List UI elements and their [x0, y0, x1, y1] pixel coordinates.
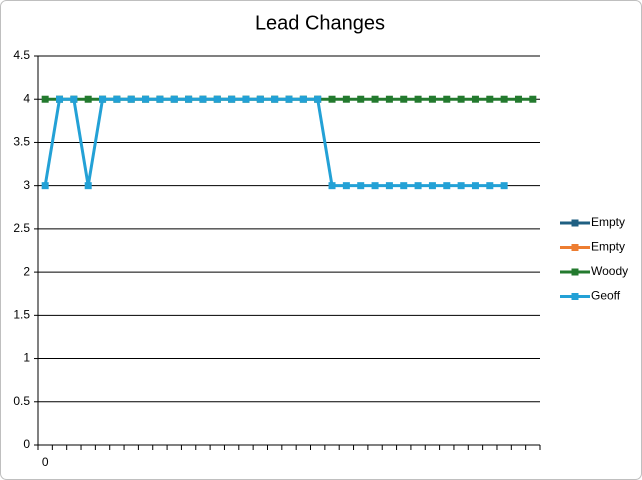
- legend-marker: [571, 219, 579, 227]
- series-marker: [156, 95, 164, 103]
- series-marker: [314, 95, 322, 103]
- series-marker: [185, 95, 193, 103]
- series-marker: [342, 182, 350, 190]
- legend-label: Empty: [591, 240, 625, 254]
- series-marker: [443, 182, 451, 190]
- legend-marker: [571, 244, 579, 251]
- legend-label: Empty: [591, 215, 625, 229]
- series-marker: [428, 95, 436, 103]
- y-tick-label: 2.5: [13, 221, 30, 235]
- series-marker: [486, 95, 494, 103]
- series-marker: [70, 95, 78, 103]
- legend-label: Geoff: [591, 289, 621, 303]
- series-marker: [443, 95, 451, 103]
- y-tick-label: 0: [23, 437, 30, 451]
- y-tick-label: 0.5: [13, 394, 30, 408]
- series-marker: [299, 95, 307, 103]
- series-marker: [500, 95, 508, 103]
- series-marker: [228, 95, 236, 103]
- series-marker: [385, 182, 393, 190]
- y-tick-label: 1: [23, 351, 30, 365]
- series-marker: [357, 182, 365, 190]
- series-marker: [400, 182, 408, 190]
- series-marker: [242, 95, 250, 103]
- series-marker: [213, 95, 221, 103]
- series-marker: [486, 182, 494, 190]
- y-tick-label: 4.5: [13, 48, 30, 62]
- y-tick-label: 2: [23, 264, 30, 278]
- series-marker: [41, 95, 49, 103]
- y-tick-label: 3: [23, 178, 30, 192]
- chart-title: Lead Changes: [255, 12, 385, 34]
- y-tick-label: 1.5: [13, 308, 30, 322]
- series-marker: [471, 182, 479, 190]
- series-marker: [529, 95, 537, 103]
- series-marker: [84, 182, 92, 190]
- series-marker: [342, 95, 350, 103]
- series-marker: [127, 95, 135, 103]
- series-marker: [256, 95, 264, 103]
- series-marker: [142, 95, 150, 103]
- series-marker: [328, 95, 336, 103]
- y-tick-label: 4: [23, 91, 30, 105]
- series-marker: [414, 95, 422, 103]
- y-tick-label: 3.5: [13, 135, 30, 149]
- series-marker: [99, 95, 107, 103]
- series-marker: [428, 182, 436, 190]
- series-marker: [457, 95, 465, 103]
- series-marker: [170, 95, 178, 103]
- series-marker: [371, 182, 379, 190]
- series-marker: [328, 182, 336, 190]
- series-marker: [357, 95, 365, 103]
- series-marker: [385, 95, 393, 103]
- series-marker: [400, 95, 408, 103]
- legend-marker: [571, 268, 579, 276]
- series-marker: [113, 95, 121, 103]
- legend-label: Woody: [591, 264, 628, 278]
- series-marker: [371, 95, 379, 103]
- series-marker: [514, 95, 522, 103]
- series-marker: [84, 95, 92, 103]
- series-marker: [41, 182, 49, 190]
- series-marker: [56, 95, 64, 103]
- legend-marker: [571, 293, 579, 300]
- series-marker: [500, 182, 508, 190]
- series-marker: [271, 95, 279, 103]
- x-tick-label: 0: [42, 455, 49, 469]
- series-marker: [199, 95, 207, 103]
- series-marker: [471, 95, 479, 103]
- series-marker: [285, 95, 293, 103]
- series-marker: [457, 182, 465, 190]
- series-marker: [414, 182, 422, 190]
